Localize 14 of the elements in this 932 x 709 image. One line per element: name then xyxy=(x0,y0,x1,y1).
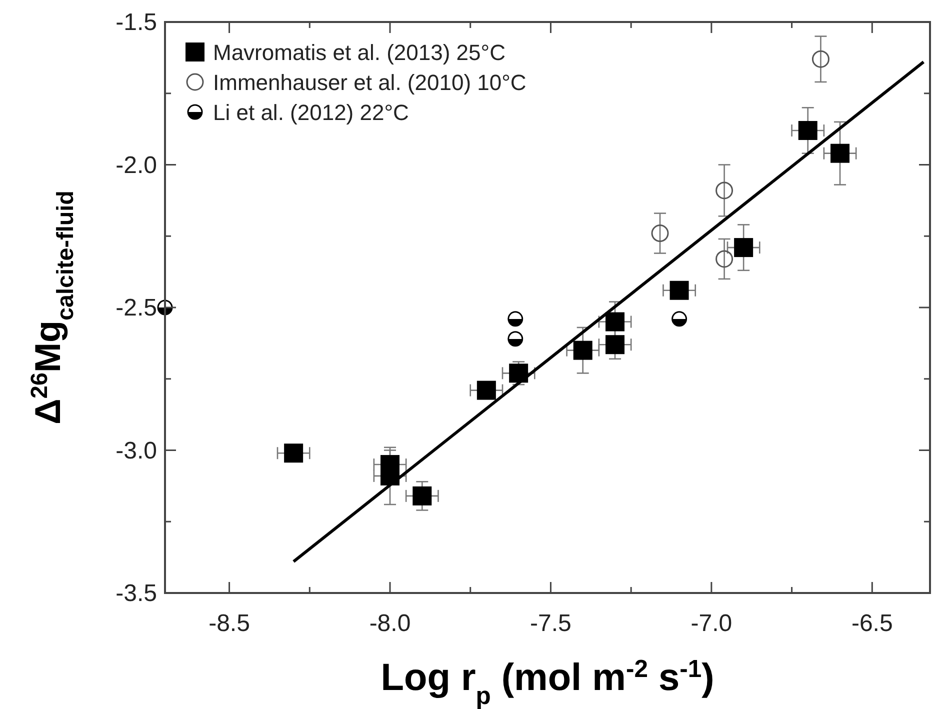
x-tick-label: -6.5 xyxy=(851,610,893,637)
y-tick-label: -2.5 xyxy=(116,294,157,322)
x-tick-label: -8.0 xyxy=(369,610,411,637)
legend-label: Mavromatis et al. (2013) 25°C xyxy=(213,40,506,65)
y-tick-label: -1.5 xyxy=(116,9,157,36)
y-tick-label: -2.0 xyxy=(116,152,157,179)
x-axis-title: Log r$_{p}$ (mol m$^{-2}$ s$^{-1}$) xyxy=(380,656,714,709)
y-tick-label: -3.0 xyxy=(116,437,157,464)
x-tick-label: -7.0 xyxy=(690,610,732,637)
x-tick-label: -7.5 xyxy=(530,610,572,637)
legend-label: Li et al. (2012) 22°C xyxy=(213,100,410,125)
x-tick-label: -8.5 xyxy=(208,610,250,637)
legend-label: Immenhauser et al. (2010) 10°C xyxy=(213,70,526,95)
y-tick-label: -3.5 xyxy=(116,580,157,607)
